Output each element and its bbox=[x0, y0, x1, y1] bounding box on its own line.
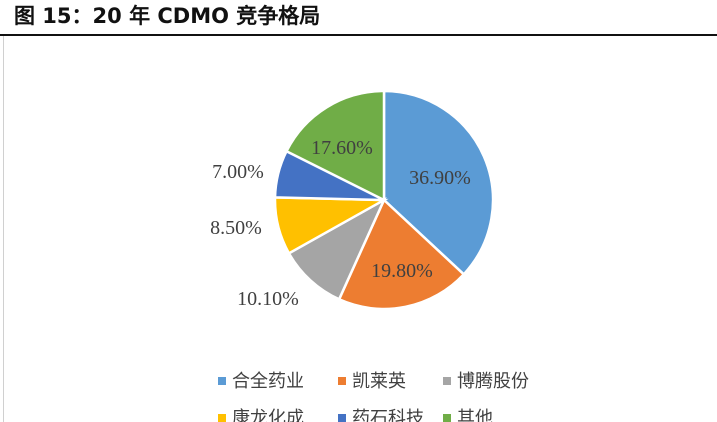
pie-slice-6 bbox=[284, 89, 386, 203]
legend-item-2: 凯莱英 bbox=[338, 371, 406, 392]
pie-slices bbox=[273, 89, 495, 311]
legend-swatch-1 bbox=[218, 377, 226, 385]
data-label-3: 10.10% bbox=[237, 288, 299, 310]
legend-item-5: 药石科技 bbox=[338, 408, 424, 422]
legend-item-3: 博腾股份 bbox=[443, 371, 529, 392]
legend-item-6: 其他 bbox=[443, 408, 493, 422]
pie-slice-1 bbox=[382, 89, 495, 277]
title-underline bbox=[0, 34, 717, 36]
pie-labels: 36.90% 19.80% 10.10% 8.50% 7.00% 17.60% bbox=[210, 137, 471, 310]
legend-item-1: 合全药业 bbox=[218, 371, 304, 392]
legend-swatch-6 bbox=[443, 414, 451, 422]
chart-frame-border bbox=[3, 36, 4, 422]
legend-label-5: 药石科技 bbox=[352, 408, 424, 422]
data-label-1: 36.90% bbox=[409, 167, 471, 189]
data-label-5: 7.00% bbox=[212, 161, 264, 183]
data-label-2: 19.80% bbox=[371, 260, 433, 282]
pie-slice-2 bbox=[337, 197, 466, 311]
data-label-6: 17.60% bbox=[311, 137, 373, 159]
legend-label-4: 康龙化成 bbox=[232, 408, 304, 422]
legend-label-3: 博腾股份 bbox=[457, 371, 529, 392]
legend-item-4: 康龙化成 bbox=[218, 408, 304, 422]
legend-label-6: 其他 bbox=[457, 408, 493, 422]
legend-label-1: 合全药业 bbox=[232, 371, 304, 392]
legend-label-2: 凯莱英 bbox=[352, 371, 406, 392]
legend-swatch-4 bbox=[218, 414, 226, 422]
legend-swatch-2 bbox=[338, 377, 346, 385]
data-label-4: 8.50% bbox=[210, 217, 262, 239]
legend-swatch-3 bbox=[443, 377, 451, 385]
legend-swatch-5 bbox=[338, 414, 346, 422]
figure-title: 图 15：20 年 CDMO 竞争格局 bbox=[14, 4, 321, 28]
